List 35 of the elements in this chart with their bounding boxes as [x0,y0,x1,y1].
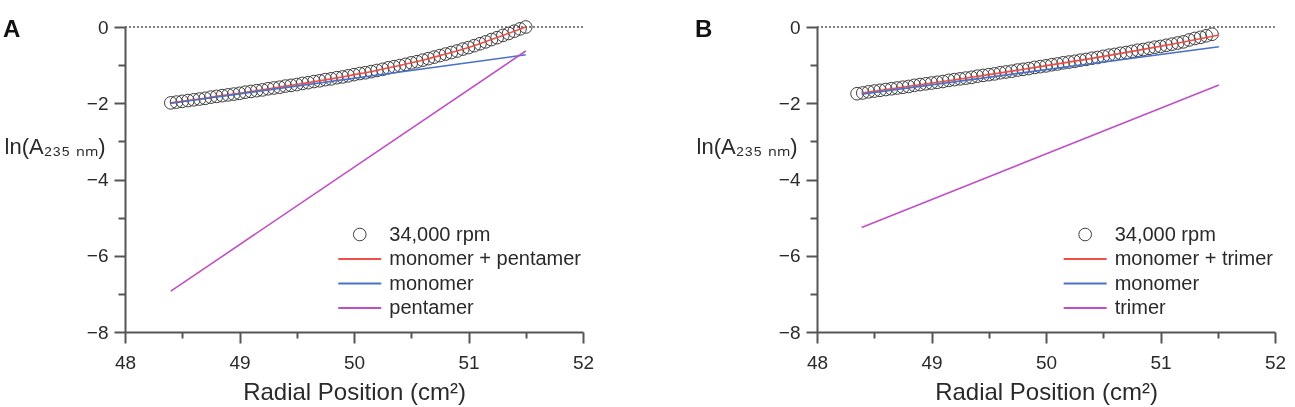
legend-label: monomer + pentamer [389,247,582,269]
legend-label: 34,000 rpm [389,222,491,245]
x-tick-label: 48 [806,351,829,373]
x-axis-title: Radial Position (cm²) [935,377,1158,405]
y-axis-title: ln(A₂₃₅ ₙₘ) [696,133,798,159]
y-tick-label: −6 [86,245,109,267]
y-tick-label: −8 [86,321,109,343]
x-tick-label: 49 [921,351,943,373]
y-axis-title: ln(A₂₃₅ ₙₘ) [4,133,106,159]
y-tick-label: −2 [778,92,801,114]
legend-label: 34,000 rpm [1114,222,1216,245]
legend-label: trimer [1114,296,1167,318]
chart-title: A [3,15,21,42]
y-tick-label: −8 [778,321,801,343]
legend-label: monomer + trimer [1114,247,1274,269]
y-tick-label: 0 [789,16,801,38]
x-tick-label: 51 [458,351,480,373]
x-tick-label: 50 [1035,351,1058,373]
line-series [860,34,1220,94]
legend-label: monomer [1114,271,1200,294]
x-tick-label: 52 [1264,351,1287,373]
y-tick-label: −4 [86,169,109,190]
y-tick-label: 0 [97,16,109,38]
y-tick-label: −4 [778,169,801,190]
chart-title: B [695,15,713,42]
x-tick-label: 50 [343,351,366,373]
x-tick-label: 52 [572,351,595,373]
y-tick-label: −6 [778,245,801,267]
y-tick-label: −2 [86,92,109,114]
x-tick-label: 49 [229,351,251,373]
legend-label: pentamer [389,296,475,318]
x-tick-label: 48 [114,351,137,373]
legend-label: monomer [389,271,475,294]
x-axis-title: Radial Position (cm²) [243,377,466,405]
x-tick-label: 51 [1150,351,1172,373]
